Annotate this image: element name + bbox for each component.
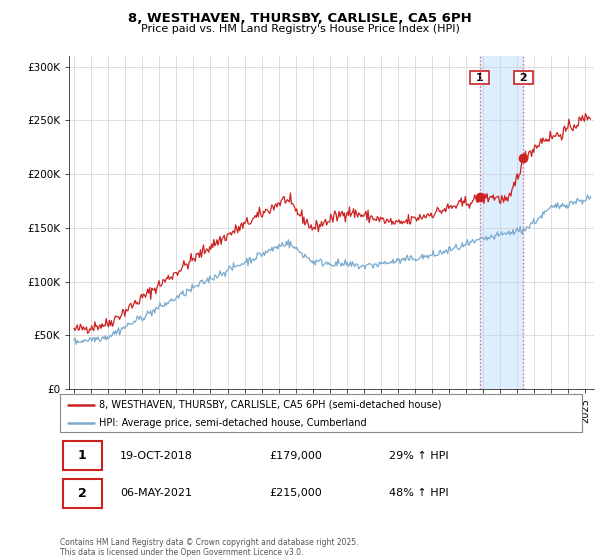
Text: 8, WESTHAVEN, THURSBY, CARLISLE, CA5 6PH: 8, WESTHAVEN, THURSBY, CARLISLE, CA5 6PH — [128, 12, 472, 25]
Text: 29% ↑ HPI: 29% ↑ HPI — [389, 451, 448, 461]
Text: HPI: Average price, semi-detached house, Cumberland: HPI: Average price, semi-detached house,… — [99, 418, 367, 428]
Text: £179,000: £179,000 — [269, 451, 322, 461]
Text: 1: 1 — [472, 73, 488, 83]
FancyBboxPatch shape — [60, 394, 582, 432]
Text: 19-OCT-2018: 19-OCT-2018 — [120, 451, 193, 461]
Text: 1: 1 — [78, 449, 86, 463]
Text: 48% ↑ HPI: 48% ↑ HPI — [389, 488, 448, 498]
Text: 2: 2 — [515, 73, 531, 83]
Text: 8, WESTHAVEN, THURSBY, CARLISLE, CA5 6PH (semi-detached house): 8, WESTHAVEN, THURSBY, CARLISLE, CA5 6PH… — [99, 399, 442, 409]
Text: Price paid vs. HM Land Registry's House Price Index (HPI): Price paid vs. HM Land Registry's House … — [140, 24, 460, 34]
Bar — [480, 56, 523, 389]
Text: 06-MAY-2021: 06-MAY-2021 — [120, 488, 192, 498]
FancyBboxPatch shape — [62, 479, 102, 508]
Text: Contains HM Land Registry data © Crown copyright and database right 2025.
This d: Contains HM Land Registry data © Crown c… — [60, 538, 359, 557]
Text: 2: 2 — [78, 487, 86, 500]
Text: £215,000: £215,000 — [269, 488, 322, 498]
FancyBboxPatch shape — [62, 441, 102, 470]
